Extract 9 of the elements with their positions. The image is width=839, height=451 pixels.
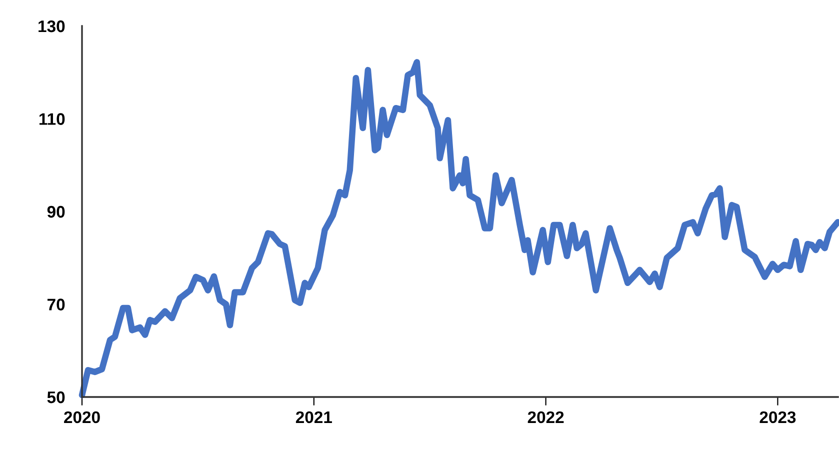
y-tick-label: 50 (47, 391, 65, 404)
x-tick-label: 2020 (64, 411, 100, 424)
y-tick-label: 130 (38, 20, 65, 32)
y-tick-label: 90 (47, 206, 65, 218)
x-tick-label: 2022 (528, 411, 564, 424)
y-tick-label: 110 (39, 113, 65, 125)
x-tick-label: 2021 (296, 411, 332, 424)
x-tick-label: 2023 (760, 411, 796, 424)
y-tick-label: 70 (48, 298, 65, 310)
